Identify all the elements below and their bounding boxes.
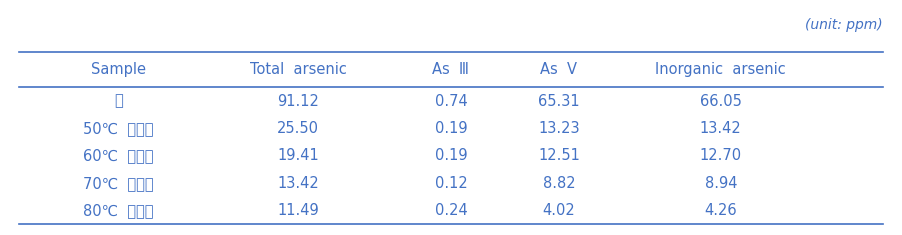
- Text: 13.23: 13.23: [538, 121, 580, 136]
- Text: 11.49: 11.49: [277, 203, 319, 218]
- Text: 4.26: 4.26: [704, 203, 737, 218]
- Text: (unit: ppm): (unit: ppm): [805, 18, 883, 32]
- Text: 25.50: 25.50: [277, 121, 319, 136]
- Text: 0.74: 0.74: [435, 94, 467, 109]
- Text: Inorganic  arsenic: Inorganic arsenic: [656, 63, 787, 77]
- Text: 0.19: 0.19: [435, 121, 467, 136]
- Text: As  V: As V: [540, 63, 577, 77]
- Text: 4.02: 4.02: [542, 203, 575, 218]
- Text: 0.12: 0.12: [435, 176, 467, 191]
- Text: 8.94: 8.94: [704, 176, 737, 191]
- Text: 8.82: 8.82: [543, 176, 575, 191]
- Text: 66.05: 66.05: [700, 94, 741, 109]
- Text: As  Ⅲ: As Ⅲ: [432, 63, 470, 77]
- Text: 50℃  열체리: 50℃ 열체리: [83, 121, 153, 136]
- Text: Sample: Sample: [91, 63, 146, 77]
- Text: 60℃  열체리: 60℃ 열체리: [83, 148, 153, 163]
- Text: 13.42: 13.42: [700, 121, 741, 136]
- Text: 0.24: 0.24: [435, 203, 467, 218]
- Text: 80℃  열체리: 80℃ 열체리: [83, 203, 153, 218]
- Text: Total  arsenic: Total arsenic: [250, 63, 346, 77]
- Text: 70℃  열체리: 70℃ 열체리: [83, 176, 153, 191]
- Text: 65.31: 65.31: [538, 94, 580, 109]
- Text: 19.41: 19.41: [277, 148, 319, 163]
- Text: 91.12: 91.12: [277, 94, 319, 109]
- Text: 12.70: 12.70: [700, 148, 741, 163]
- Text: 0.19: 0.19: [435, 148, 467, 163]
- Text: 13.42: 13.42: [277, 176, 319, 191]
- Text: 톳: 톳: [114, 94, 123, 109]
- Text: 12.51: 12.51: [538, 148, 580, 163]
